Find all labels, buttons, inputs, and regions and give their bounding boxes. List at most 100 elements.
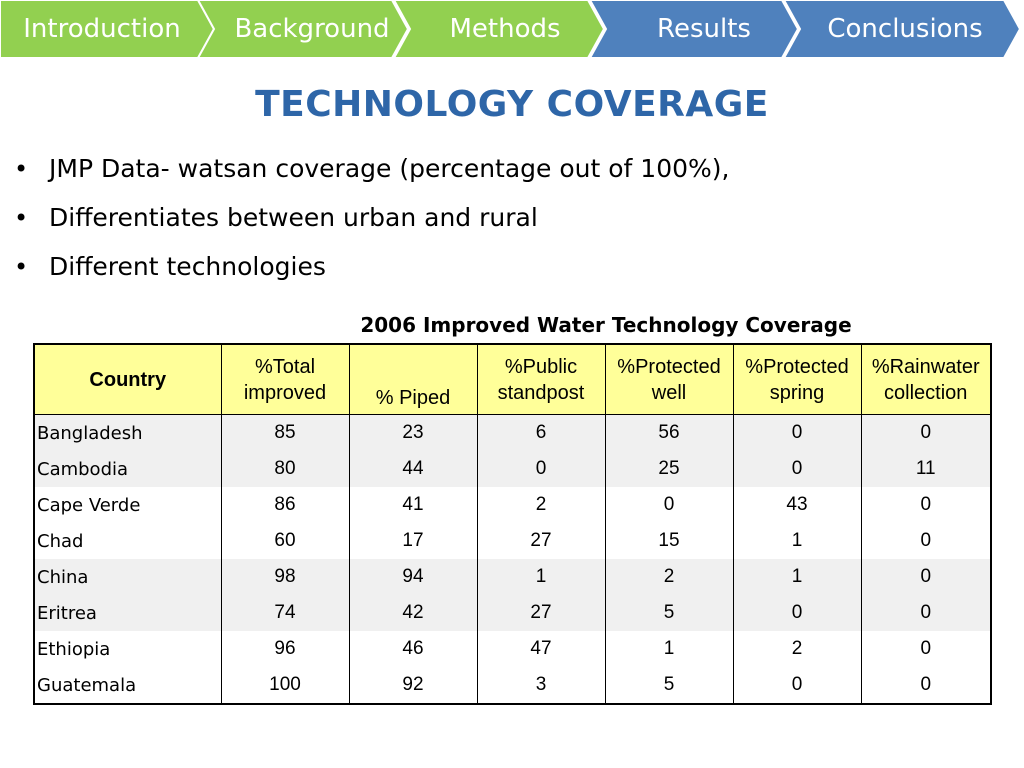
cell-value: 0: [860, 414, 992, 451]
nav-chevron-shape: [392, 0, 606, 58]
nav-label-results: Results: [657, 14, 751, 44]
table-row: Cambodia 80 44 0 25 0 11: [33, 451, 992, 487]
header-protected-spring: %Protected spring: [732, 343, 862, 415]
header-total-improved: %Total improved: [220, 343, 350, 415]
cell-value: 98: [220, 559, 350, 595]
header-line: spring: [769, 381, 825, 404]
cell-value: 96: [220, 631, 350, 667]
nav-item-conclusions[interactable]: Conclusions: [782, 0, 1024, 58]
bullet-text: Different technologies: [49, 252, 326, 281]
cell-value: 0: [732, 667, 862, 704]
bullet-text: JMP Data- watsan coverage (percentage ou…: [49, 154, 730, 183]
table-row: Cape Verde 86 41 2 0 43 0: [33, 487, 992, 523]
cell-country: China: [33, 559, 222, 595]
nav-label-background: Background: [234, 14, 390, 44]
cell-value: 5: [604, 667, 734, 704]
section-nav: Introduction Background Methods Results …: [0, 0, 1024, 58]
nav-label-conclusions: Conclusions: [827, 14, 983, 44]
cell-country: Bangladesh: [33, 414, 222, 451]
table-row: Eritrea 74 42 27 5 0 0: [33, 595, 992, 631]
bullet-item: • JMP Data- watsan coverage (percentage …: [14, 150, 729, 199]
cell-value: 2: [476, 487, 606, 523]
cell-value: 56: [604, 414, 734, 451]
cell-value: 15: [604, 523, 734, 559]
header-rainwater-collection: %Rainwater collection: [860, 343, 992, 415]
cell-value: 100: [220, 667, 350, 704]
cell-value: 44: [348, 451, 478, 487]
header-country: Country: [33, 343, 222, 415]
nav-chevron-shape: [782, 0, 1022, 58]
cell-value: 0: [860, 559, 992, 595]
cell-country: Cambodia: [33, 451, 222, 487]
cell-value: 46: [348, 631, 478, 667]
cell-value: 2: [604, 559, 734, 595]
bullet-text: Differentiates between urban and rural: [49, 203, 538, 232]
table-header-row: Country %Total improved % Piped %Public st…: [33, 343, 992, 415]
nav-chevron-shape: [196, 0, 410, 58]
cell-value: 11: [860, 451, 992, 487]
cell-value: 0: [732, 451, 862, 487]
cell-value: 94: [348, 559, 478, 595]
cell-value: 0: [860, 523, 992, 559]
nav-item-methods[interactable]: Methods: [392, 0, 606, 58]
bullet-item: • Differentiates between urban and rural: [14, 199, 729, 248]
header-line: %Total: [254, 355, 316, 378]
cell-value: 41: [348, 487, 478, 523]
cell-value: 27: [476, 523, 606, 559]
slide-title: TECHNOLOGY COVERAGE: [255, 84, 769, 125]
nav-item-background[interactable]: Background: [196, 0, 410, 58]
bullet-icon: •: [14, 253, 29, 281]
cell-country: Chad: [33, 523, 222, 559]
cell-country: Guatemala: [33, 667, 222, 704]
nav-chevron-shape: [588, 0, 800, 58]
bullet-icon: •: [14, 155, 29, 183]
table-caption: 2006 Improved Water Technology Coverage: [360, 313, 852, 337]
header-line: standpost: [497, 381, 585, 404]
header-public-standpost: %Public standpost: [476, 343, 606, 415]
cell-value: 0: [604, 487, 734, 523]
cell-value: 0: [860, 595, 992, 631]
cell-value: 6: [476, 414, 606, 451]
cell-value: 85: [220, 414, 350, 451]
cell-value: 1: [732, 523, 862, 559]
nav-item-results[interactable]: Results: [588, 0, 800, 58]
bullet-list: • JMP Data- watsan coverage (percentage …: [14, 150, 729, 297]
cell-country: Cape Verde: [33, 487, 222, 523]
table-row: Ethiopia 96 46 47 1 2 0: [33, 631, 992, 667]
bullet-item: • Different technologies: [14, 248, 729, 297]
table-row: China 98 94 1 2 1 0: [33, 559, 992, 595]
table-row: Guatemala 100 92 3 5 0 0: [33, 667, 992, 704]
cell-value: 2: [732, 631, 862, 667]
cell-country: Eritrea: [33, 595, 222, 631]
cell-value: 1: [604, 631, 734, 667]
cell-value: 25: [604, 451, 734, 487]
cell-value: 43: [732, 487, 862, 523]
cell-value: 1: [732, 559, 862, 595]
table-row: Bangladesh 85 23 6 56 0 0: [33, 414, 992, 451]
cell-value: 0: [732, 414, 862, 451]
header-line: %Protected: [617, 355, 721, 378]
header-line: %Protected: [745, 355, 849, 378]
cell-value: 60: [220, 523, 350, 559]
nav-label-methods: Methods: [449, 14, 561, 44]
cell-value: 74: [220, 595, 350, 631]
cell-value: 17: [348, 523, 478, 559]
header-line: improved: [243, 381, 327, 404]
cell-value: 0: [860, 667, 992, 704]
cell-value: 80: [220, 451, 350, 487]
cell-value: 0: [860, 487, 992, 523]
cell-value: 86: [220, 487, 350, 523]
nav-item-introduction[interactable]: Introduction: [0, 0, 216, 58]
cell-value: 0: [732, 595, 862, 631]
header-line: %Rainwater: [871, 355, 980, 378]
cell-value: 0: [860, 631, 992, 667]
header-line: well: [651, 381, 687, 404]
cell-value: 92: [348, 667, 478, 704]
cell-value: 23: [348, 414, 478, 451]
header-protected-well: %Protected well: [604, 343, 734, 415]
cell-value: 47: [476, 631, 606, 667]
coverage-table: Country %Total improved % Piped %Public st…: [33, 343, 992, 705]
header-line: %Public: [504, 355, 578, 378]
cell-country: Ethiopia: [33, 631, 222, 667]
cell-value: 27: [476, 595, 606, 631]
